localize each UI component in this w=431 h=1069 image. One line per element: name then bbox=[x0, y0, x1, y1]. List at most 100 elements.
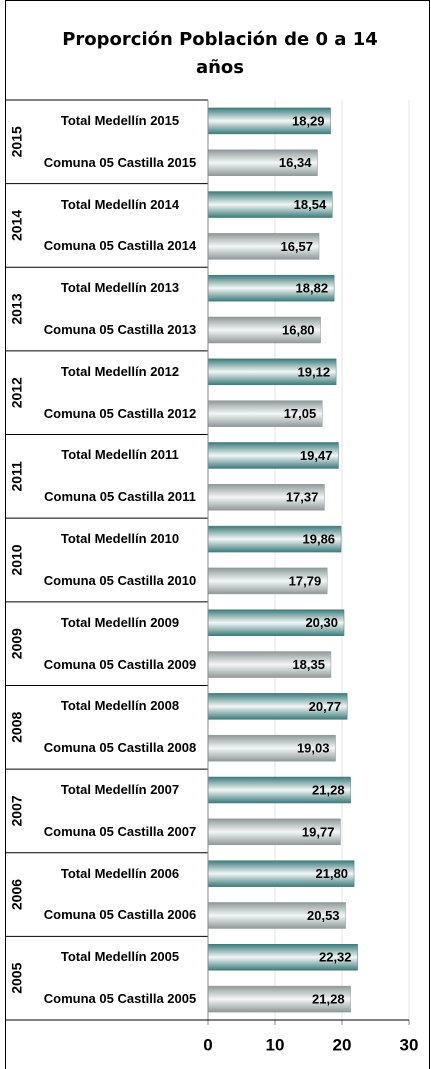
category-box: Total Medellín 2006 bbox=[60, 865, 180, 881]
group-label: 2009 bbox=[9, 628, 25, 659]
value-label: 19,77 bbox=[302, 824, 335, 839]
bar bbox=[207, 860, 355, 887]
category-box: Comuna 05 Castilla 2005 bbox=[43, 991, 197, 1007]
x-tick-label: 20 bbox=[333, 1035, 352, 1054]
group-label: 2014 bbox=[9, 210, 25, 241]
value-label: 19,03 bbox=[297, 741, 330, 756]
category-box: Comuna 05 Castilla 2007 bbox=[43, 823, 197, 839]
value-label: 17,79 bbox=[289, 573, 322, 588]
value-label: 16,80 bbox=[282, 322, 315, 337]
group-label: 2012 bbox=[9, 377, 25, 408]
bar bbox=[207, 944, 358, 971]
bar bbox=[207, 985, 351, 1013]
value-label: 19,86 bbox=[303, 532, 336, 547]
category-label: Total Medellín 2014 bbox=[60, 196, 180, 212]
value-label: 20,30 bbox=[305, 615, 338, 630]
category-label: Total Medellín 2007 bbox=[60, 781, 180, 797]
x-tick-label: 0 bbox=[203, 1035, 212, 1054]
category-label: Total Medellín 2009 bbox=[60, 614, 180, 630]
chart-border bbox=[5, 0, 430, 1069]
group-label: 2010 bbox=[9, 544, 25, 575]
category-label: Total Medellín 2015 bbox=[60, 112, 180, 128]
value-label: 16,34 bbox=[279, 155, 312, 170]
bar bbox=[207, 274, 335, 302]
bar bbox=[207, 442, 339, 469]
category-box: Total Medellín 2012 bbox=[60, 363, 180, 379]
category-label: Total Medellín 2005 bbox=[60, 949, 180, 965]
category-box: Total Medellín 2009 bbox=[60, 614, 180, 630]
group-label: 2006 bbox=[9, 879, 25, 910]
category-box: Total Medellín 2014 bbox=[60, 196, 180, 212]
group-label: 2013 bbox=[9, 293, 25, 324]
value-label: 18,54 bbox=[294, 197, 327, 212]
category-label: Comuna 05 Castilla 2013 bbox=[43, 321, 197, 337]
bar bbox=[207, 567, 328, 595]
category-box: Total Medellín 2008 bbox=[60, 698, 180, 714]
category-box: Comuna 05 Castilla 2010 bbox=[43, 572, 197, 588]
group-label: 2015 bbox=[9, 126, 25, 157]
bar bbox=[207, 818, 341, 846]
value-label: 20,77 bbox=[309, 699, 342, 714]
x-tick-label: 30 bbox=[400, 1035, 419, 1054]
category-label: Total Medellín 2013 bbox=[60, 280, 180, 296]
category-label: Comuna 05 Castilla 2011 bbox=[44, 489, 196, 505]
bar bbox=[207, 734, 336, 762]
x-tick-label: 10 bbox=[266, 1035, 285, 1054]
category-label: Comuna 05 Castilla 2007 bbox=[43, 823, 197, 839]
bar bbox=[207, 525, 342, 553]
category-box: Comuna 05 Castilla 2015 bbox=[43, 154, 197, 170]
category-label: Comuna 05 Castilla 2009 bbox=[43, 656, 197, 672]
bar bbox=[207, 902, 346, 929]
bar bbox=[207, 484, 325, 511]
category-box: Total Medellín 2015 bbox=[60, 112, 180, 128]
chart-title: Proporción Población de 0 a 14 años bbox=[62, 29, 378, 78]
category-box: Comuna 05 Castilla 2009 bbox=[43, 656, 197, 672]
bar bbox=[207, 609, 345, 636]
value-label: 21,80 bbox=[316, 866, 349, 881]
category-label: Total Medellín 2006 bbox=[60, 865, 180, 881]
bar bbox=[207, 358, 337, 386]
category-box: Comuna 05 Castilla 2012 bbox=[43, 405, 197, 421]
value-label: 16,57 bbox=[280, 239, 313, 254]
category-label: Comuna 05 Castilla 2005 bbox=[43, 991, 197, 1007]
group-label: 2011 bbox=[9, 461, 25, 492]
value-label: 19,47 bbox=[300, 448, 333, 463]
title-box: Proporción Población de 0 a 14 años bbox=[62, 29, 378, 78]
group-label: 2005 bbox=[9, 962, 25, 993]
category-box: Comuna 05 Castilla 2014 bbox=[43, 238, 197, 254]
category-label: Total Medellín 2011 bbox=[61, 447, 179, 463]
value-label: 17,37 bbox=[286, 490, 319, 505]
category-box: Comuna 05 Castilla 2006 bbox=[43, 907, 197, 923]
value-label: 17,05 bbox=[284, 406, 317, 421]
category-label: Comuna 05 Castilla 2006 bbox=[43, 907, 197, 923]
category-label: Comuna 05 Castilla 2010 bbox=[43, 572, 197, 588]
value-label: 21,28 bbox=[312, 782, 345, 797]
category-label: Comuna 05 Castilla 2012 bbox=[43, 405, 197, 421]
category-box: Total Medellín 2007 bbox=[60, 781, 180, 797]
category-box: Comuna 05 Castilla 2013 bbox=[43, 321, 197, 337]
category-label: Comuna 05 Castilla 2008 bbox=[43, 740, 197, 756]
group-label: 2008 bbox=[9, 711, 25, 742]
category-box: Total Medellín 2010 bbox=[60, 531, 180, 547]
value-label: 20,53 bbox=[307, 908, 340, 923]
bar bbox=[207, 693, 348, 720]
category-label: Comuna 05 Castilla 2015 bbox=[43, 154, 197, 170]
bar bbox=[207, 233, 320, 260]
category-label: Total Medellín 2010 bbox=[60, 531, 180, 547]
bar bbox=[207, 149, 318, 176]
bar bbox=[207, 191, 333, 218]
bar bbox=[207, 400, 323, 427]
value-label: 22,32 bbox=[319, 950, 352, 965]
bar bbox=[207, 776, 351, 804]
value-label: 18,29 bbox=[292, 113, 325, 128]
category-label: Total Medellín 2008 bbox=[60, 698, 180, 714]
category-box: Total Medellín 2013 bbox=[60, 280, 180, 296]
category-box: Total Medellín 2005 bbox=[60, 949, 180, 965]
category-label: Comuna 05 Castilla 2014 bbox=[43, 238, 197, 254]
value-label: 21,28 bbox=[312, 992, 345, 1007]
bar bbox=[207, 651, 332, 678]
category-label: Total Medellín 2012 bbox=[60, 363, 180, 379]
category-box: Comuna 05 Castilla 2008 bbox=[43, 740, 197, 756]
group-label: 2007 bbox=[9, 795, 25, 826]
value-label: 18,35 bbox=[292, 657, 325, 672]
